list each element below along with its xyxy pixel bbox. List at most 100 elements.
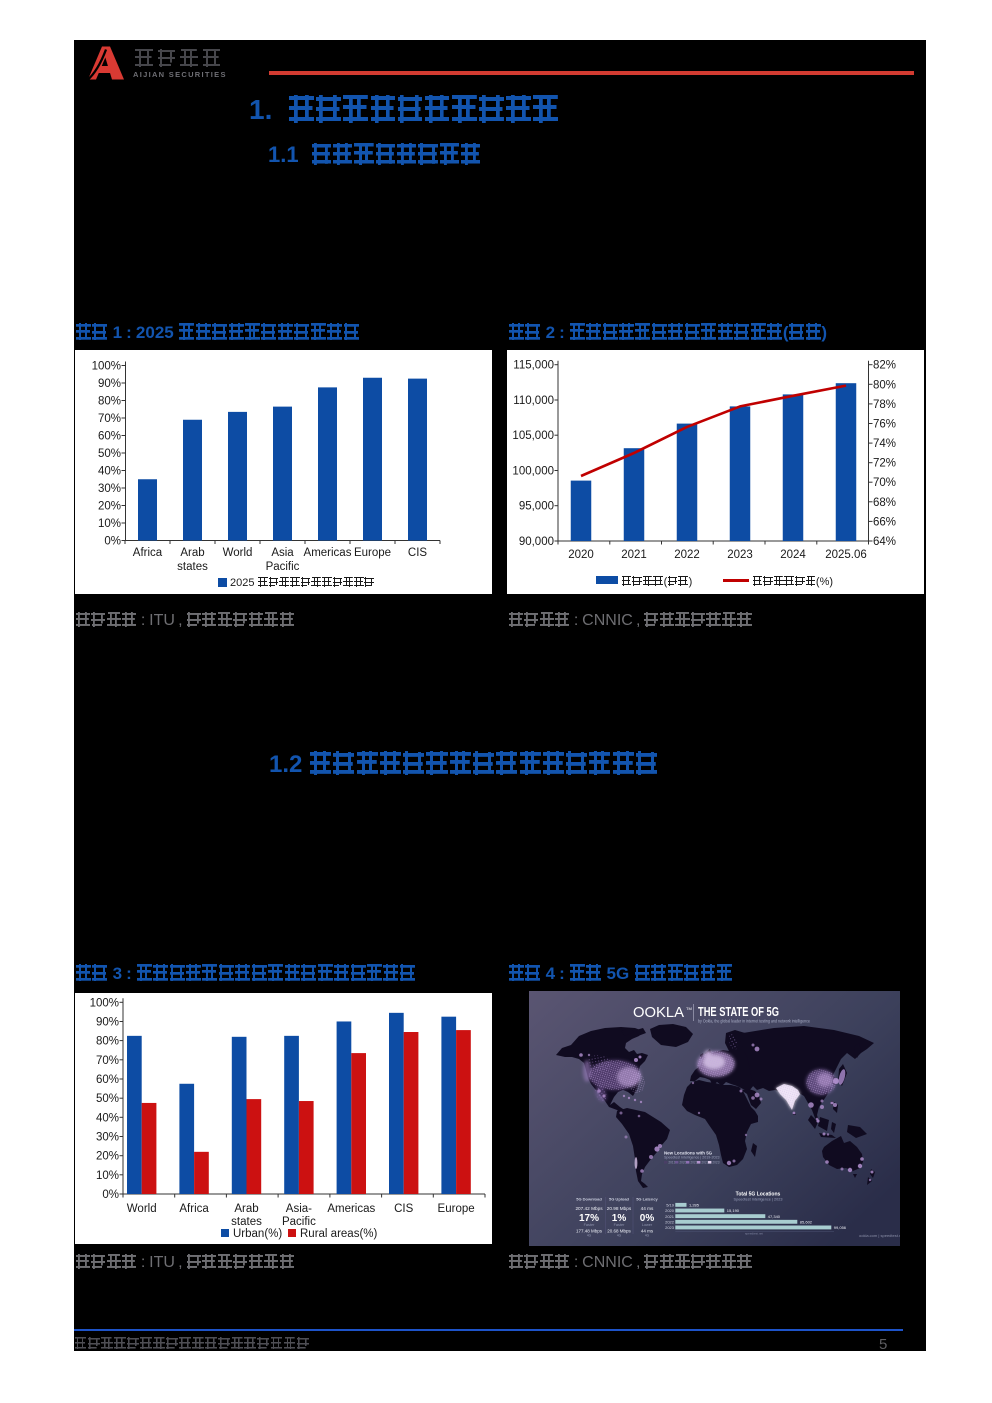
- svg-text:207.42 Mbps: 207.42 Mbps: [575, 1206, 603, 1211]
- svg-text:2020: 2020: [665, 1208, 675, 1213]
- svg-text:Asia: Asia: [271, 547, 294, 559]
- svg-text:Americas: Americas: [327, 1203, 375, 1215]
- svg-text:20.98 Mbps: 20.98 Mbps: [607, 1206, 632, 1211]
- svg-text:60%: 60%: [96, 1074, 119, 1086]
- svg-text:115,000: 115,000: [513, 360, 554, 372]
- svg-text:17%: 17%: [579, 1213, 599, 1224]
- svg-text:44 ms: 44 ms: [641, 1206, 654, 1211]
- svg-text:Faster: Faster: [584, 1223, 595, 1227]
- svg-text:10%: 10%: [96, 1170, 119, 1182]
- svg-text:Speedtest Intelligence | 2019-: Speedtest Intelligence | 2019-2023: [664, 1156, 719, 1160]
- svg-text:74%: 74%: [873, 438, 896, 450]
- svg-text:Faster: Faster: [614, 1223, 625, 1227]
- svg-text:OOKLA: OOKLA: [633, 1004, 684, 1021]
- svg-text:30%: 30%: [96, 1132, 119, 1144]
- svg-text:95,000: 95,000: [519, 501, 554, 513]
- svg-text:2023: 2023: [727, 549, 753, 561]
- svg-text:1,285: 1,285: [689, 1203, 700, 1208]
- svg-text:Europe: Europe: [354, 547, 391, 559]
- svg-text:70%: 70%: [96, 1055, 119, 1067]
- svg-text:100%: 100%: [90, 997, 119, 1009]
- svg-text:New Locations with 5G: New Locations with 5G: [664, 1151, 713, 1156]
- svg-text:47,340: 47,340: [768, 1214, 781, 1219]
- svg-text:speedtest.net: speedtest.net: [745, 1232, 763, 1236]
- svg-text:World: World: [223, 547, 253, 559]
- svg-text:80%: 80%: [96, 1036, 119, 1048]
- svg-text:2019: 2019: [668, 1161, 675, 1165]
- svg-text:82%: 82%: [873, 360, 896, 372]
- svg-text:110,000: 110,000: [513, 395, 554, 407]
- svg-text:World: World: [127, 1203, 157, 1215]
- svg-text:Rural areas(%): Rural areas(%): [300, 1228, 377, 1240]
- svg-text:2022: 2022: [701, 1161, 708, 1165]
- svg-text:1%: 1%: [612, 1213, 627, 1224]
- svg-text:90,000: 90,000: [519, 536, 554, 548]
- svg-text:85,602: 85,602: [800, 1219, 813, 1224]
- svg-text:Asia-: Asia-: [286, 1203, 312, 1215]
- svg-text:80%: 80%: [98, 396, 121, 408]
- svg-text:0%: 0%: [104, 536, 121, 548]
- svg-text:100,000: 100,000: [512, 466, 554, 478]
- svg-text:5G Latency: 5G Latency: [636, 1197, 658, 1202]
- svg-text:4G: 4G: [587, 1234, 592, 1238]
- svg-text:TM: TM: [686, 1006, 692, 1011]
- svg-text:Urban(%): Urban(%): [233, 1228, 282, 1240]
- svg-text:by Ookla, the global leader in: by Ookla, the global leader in internet …: [698, 1019, 811, 1024]
- svg-text:CIS: CIS: [408, 547, 428, 559]
- svg-text:0%: 0%: [102, 1189, 119, 1201]
- svg-text:20%: 20%: [98, 501, 121, 513]
- svg-text:72%: 72%: [873, 458, 896, 470]
- svg-text:15,190: 15,190: [727, 1208, 740, 1213]
- svg-text:20%: 20%: [96, 1151, 119, 1163]
- svg-text:Arab: Arab: [234, 1203, 258, 1215]
- svg-text:100%: 100%: [92, 361, 121, 373]
- svg-text:44 ms: 44 ms: [641, 1229, 654, 1234]
- svg-text:60%: 60%: [98, 431, 121, 443]
- svg-text:0%: 0%: [640, 1213, 655, 1224]
- svg-text:2021: 2021: [665, 1214, 675, 1219]
- svg-text:70%: 70%: [873, 477, 896, 489]
- svg-text:Africa: Africa: [179, 1203, 209, 1215]
- svg-text:70%: 70%: [98, 413, 121, 425]
- svg-text:99,056: 99,056: [834, 1225, 847, 1230]
- svg-text:2020: 2020: [568, 549, 594, 561]
- svg-text:80%: 80%: [873, 379, 896, 391]
- svg-text:50%: 50%: [96, 1093, 119, 1105]
- svg-text:5G Download: 5G Download: [576, 1197, 602, 1202]
- svg-text:40%: 40%: [96, 1112, 119, 1124]
- svg-text:90%: 90%: [96, 1017, 119, 1029]
- svg-text:105,000: 105,000: [512, 430, 554, 442]
- svg-text:2021: 2021: [690, 1161, 697, 1165]
- svg-text:40%: 40%: [98, 466, 121, 478]
- svg-text:2021: 2021: [621, 549, 647, 561]
- svg-text:Lower: Lower: [642, 1223, 653, 1227]
- svg-text:states: states: [177, 561, 208, 573]
- svg-text:64%: 64%: [873, 536, 896, 548]
- svg-text:Pacific: Pacific: [266, 561, 300, 573]
- svg-text:states: states: [231, 1216, 262, 1228]
- svg-text:5G Upload: 5G Upload: [609, 1197, 630, 1202]
- svg-text:90%: 90%: [98, 378, 121, 390]
- svg-text:Total 5G Locations: Total 5G Locations: [736, 1192, 781, 1198]
- svg-text:177.48 Mbps: 177.48 Mbps: [576, 1229, 603, 1234]
- svg-text:Pacific: Pacific: [282, 1216, 316, 1228]
- svg-text:4G: 4G: [645, 1234, 650, 1238]
- svg-text:2025.06: 2025.06: [825, 549, 867, 561]
- svg-text:20.68 Mbps: 20.68 Mbps: [607, 1229, 631, 1234]
- svg-text:30%: 30%: [98, 483, 121, 495]
- svg-text:Europe: Europe: [438, 1203, 475, 1215]
- svg-text:2023: 2023: [665, 1225, 675, 1230]
- svg-text:Arab: Arab: [180, 547, 204, 559]
- svg-text:CIS: CIS: [394, 1203, 414, 1215]
- svg-text:2022: 2022: [665, 1219, 675, 1224]
- svg-text:5/19: 5/19: [666, 1203, 675, 1208]
- svg-text:2023: 2023: [712, 1161, 719, 1165]
- svg-text:50%: 50%: [98, 448, 121, 460]
- svg-text:68%: 68%: [873, 497, 896, 509]
- svg-text:10%: 10%: [98, 518, 121, 530]
- svg-text:2022: 2022: [674, 549, 700, 561]
- svg-text:66%: 66%: [873, 516, 896, 528]
- svg-text:ookla.com | speedtest.net: ookla.com | speedtest.net: [859, 1233, 900, 1238]
- svg-text:76%: 76%: [873, 419, 896, 431]
- svg-text:4G: 4G: [617, 1234, 622, 1238]
